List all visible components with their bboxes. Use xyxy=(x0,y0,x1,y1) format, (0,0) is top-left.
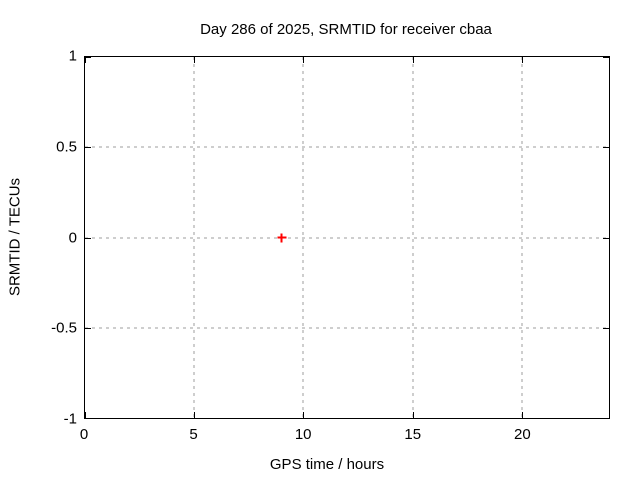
y-tick-mark xyxy=(85,418,91,419)
y-tick-mark-mirror xyxy=(603,57,609,58)
y-tick-mark-mirror xyxy=(603,418,609,419)
x-tick-mark-mirror xyxy=(85,57,86,63)
x-tick-labels: 0 5 10 15 20 xyxy=(80,426,610,444)
x-tick-mark xyxy=(303,412,305,418)
x-tick-label: 10 xyxy=(294,426,312,443)
y-tick-mark xyxy=(85,327,91,329)
gridline-horizontal xyxy=(85,146,609,148)
x-tick-label: 15 xyxy=(404,426,422,443)
x-tick-label: 0 xyxy=(79,426,89,443)
x-tick-mark-mirror xyxy=(412,57,414,63)
x-axis-label: GPS time / hours xyxy=(269,456,385,473)
x-tick-mark xyxy=(85,412,86,418)
gridline-horizontal xyxy=(85,237,609,238)
y-tick-mark-mirror xyxy=(603,237,609,239)
y-tick-label: 0 xyxy=(68,229,77,246)
y-tick-label: 1 xyxy=(68,47,77,65)
y-tick-mark-mirror xyxy=(603,147,609,149)
plot-area xyxy=(84,56,610,419)
y-tick-label: -0.5 xyxy=(51,319,77,337)
x-tick-label: 5 xyxy=(189,426,198,443)
y-tick-mark xyxy=(85,237,91,239)
x-tick-mark xyxy=(412,412,414,418)
x-tick-mark xyxy=(521,412,523,418)
x-tick-mark-mirror xyxy=(303,57,305,63)
data-point-marker xyxy=(277,233,286,242)
y-tick-label: -1 xyxy=(63,410,77,428)
y-tick-labels: -1 -0.5 0 0.5 1 xyxy=(0,48,77,428)
x-tick-mark-mirror xyxy=(194,57,196,63)
y-tick-mark xyxy=(85,147,91,149)
x-tick-mark xyxy=(194,412,196,418)
x-tick-mark-mirror xyxy=(521,57,523,63)
y-tick-mark xyxy=(85,57,91,58)
x-tick-label: 20 xyxy=(513,426,531,443)
y-tick-label: 0.5 xyxy=(56,138,77,156)
chart-title: Day 286 of 2025, SRMTID for receiver cba… xyxy=(200,21,492,38)
gridline-horizontal xyxy=(85,327,609,329)
y-tick-mark-mirror xyxy=(603,327,609,329)
